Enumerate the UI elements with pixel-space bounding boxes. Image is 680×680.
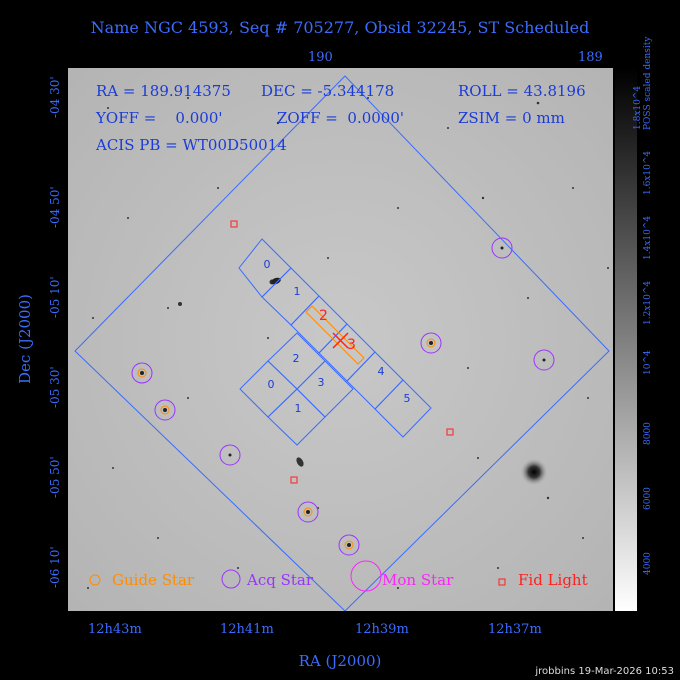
svg-text:2: 2 xyxy=(319,308,328,324)
legend: Guide Star Acq Star Mon Star Fid Light xyxy=(89,560,588,592)
svg-text:1: 1 xyxy=(295,402,302,415)
galaxy-blob xyxy=(296,457,304,467)
x-tick: 12h39m xyxy=(355,622,409,637)
x-tick: 12h43m xyxy=(88,622,142,637)
acis-i-chips xyxy=(239,332,354,446)
si-labels: 2 3 xyxy=(319,308,356,353)
stars-centers xyxy=(140,246,546,547)
svg-text:0: 0 xyxy=(268,378,275,391)
ccd-labels: 0 1 4 5 0 1 2 3 xyxy=(264,258,411,415)
y-tick: -05 30' xyxy=(48,366,62,408)
colorbar-tick: 4000 xyxy=(643,552,653,575)
top-tick-190: 190 xyxy=(308,50,333,65)
colorbar-tick: 1.2x10^4 xyxy=(643,280,653,325)
info-roll: ROLL = 43.8196 xyxy=(458,82,586,100)
colorbar-tick: 8000 xyxy=(643,422,653,445)
y-tick: -05 50' xyxy=(48,456,62,498)
plot-title: Name NGC 4593, Seq # 705277, Obsid 32245… xyxy=(90,18,590,37)
colorbar-tick: 1.4x10^4 xyxy=(643,215,653,260)
legend-guide-icon xyxy=(89,574,101,586)
svg-text:1: 1 xyxy=(294,285,301,298)
acq-stars xyxy=(131,237,555,556)
x-tick: 12h41m xyxy=(220,622,274,637)
colorbar xyxy=(615,68,637,611)
galaxy-blob xyxy=(271,277,281,285)
y-tick: -06 10' xyxy=(48,546,62,588)
pointing-info: RA = 189.914375 DEC = -5.344178 ROLL = 4… xyxy=(95,82,586,154)
field-of-view-outline xyxy=(74,75,610,611)
bright-star xyxy=(520,458,548,486)
footer-timestamp: jrobbins 19-Mar-2026 10:53 xyxy=(535,666,674,677)
info-zoff: ZOFF = 0.0000' xyxy=(277,109,404,127)
legend-mon-icon xyxy=(350,560,382,592)
colorbar-title: POSS scaled density xyxy=(643,36,653,130)
legend-fid-icon xyxy=(498,578,506,586)
svg-text:3: 3 xyxy=(347,337,356,353)
colorbar-tick: 1.6x10^4 xyxy=(643,150,653,195)
acis-s-chips xyxy=(238,238,432,438)
guide-stars xyxy=(137,338,436,550)
legend-acq-icon xyxy=(221,569,241,589)
y-axis-label: Dec (J2000) xyxy=(16,294,34,384)
top-tick-189: 189 xyxy=(578,50,603,65)
info-yoff: YOFF = 0.000' xyxy=(95,109,223,127)
info-ra: RA = 189.914375 xyxy=(96,82,231,100)
field-stars xyxy=(87,97,609,589)
legend-guide-label: Guide Star xyxy=(112,571,195,589)
y-tick: -05 10' xyxy=(48,276,62,318)
info-zsim: ZSIM = 0 mm xyxy=(458,109,565,127)
sky-image-plot: RA = 189.914375 DEC = -5.344178 ROLL = 4… xyxy=(68,68,613,611)
svg-text:2: 2 xyxy=(293,352,300,365)
legend-fid-label: Fid Light xyxy=(518,571,588,589)
svg-text:0: 0 xyxy=(264,258,271,271)
x-axis-label: RA (J2000) xyxy=(298,652,382,670)
y-tick: -04 50' xyxy=(48,186,62,228)
svg-text:4: 4 xyxy=(378,365,385,378)
colorbar-tick: 1.8x10^4 xyxy=(633,85,643,130)
aimpoint-cross xyxy=(332,332,349,349)
info-acis: ACIS PB = WT00D50014 xyxy=(95,136,287,154)
colorbar-tick: 10^4 xyxy=(643,350,653,375)
colorbar-tick: 6000 xyxy=(643,487,653,510)
legend-mon-label: Mon Star xyxy=(382,571,454,589)
x-tick: 12h37m xyxy=(488,622,542,637)
legend-acq-label: Acq Star xyxy=(246,571,314,589)
svg-text:5: 5 xyxy=(404,392,411,405)
fid-lights xyxy=(230,220,454,484)
svg-text:3: 3 xyxy=(318,376,325,389)
y-tick: -04 30' xyxy=(48,76,62,118)
hrc-s-outline xyxy=(305,305,365,365)
info-dec: DEC = -5.344178 xyxy=(261,82,394,100)
